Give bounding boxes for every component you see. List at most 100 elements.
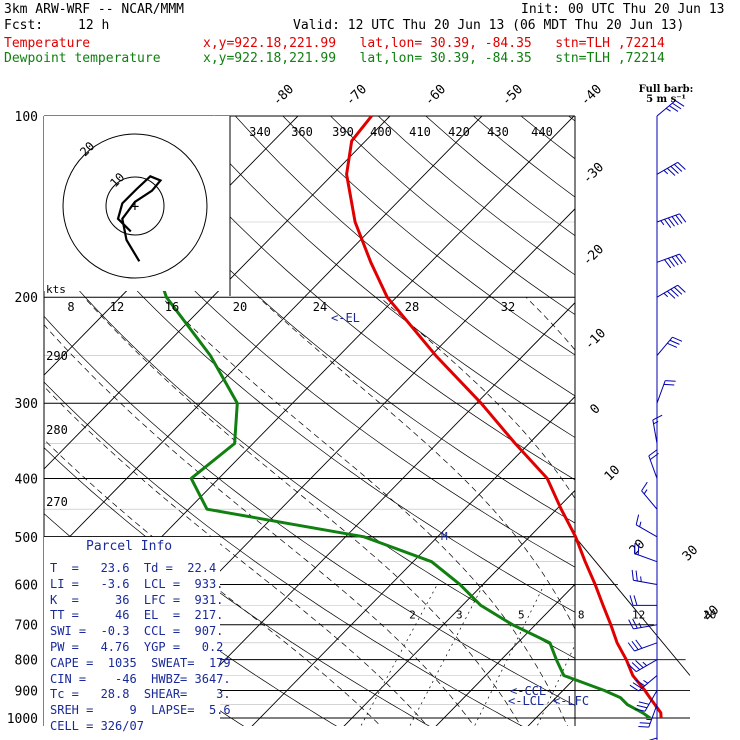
wind-barb-half — [640, 576, 642, 582]
wind-scale-label: 28 — [405, 300, 419, 314]
wind-barb-flag — [673, 163, 683, 172]
ccl-marker: <-CCL — [510, 684, 546, 698]
theta-side-label: 270 — [46, 495, 68, 509]
wind-barb-half — [665, 107, 671, 112]
wind-barb-flag — [635, 660, 644, 669]
temperature-location: x,y=922.18,221.99 lat,lon= 30.39, -84.35… — [203, 36, 665, 51]
wind-barb-flag — [634, 708, 646, 712]
wind-barb-flag — [649, 453, 659, 461]
parcel-info-row: CELL = 326/07 — [50, 718, 144, 733]
mixing-ratio-line — [536, 644, 575, 726]
wind-scale-label: 16 — [165, 300, 179, 314]
wind-barb — [634, 553, 658, 563]
hodograph-units-label: kts — [46, 283, 66, 296]
hodograph-trace — [116, 175, 163, 262]
wind-barb-half — [643, 679, 649, 684]
el-marker: <-EL — [331, 311, 360, 325]
valid-time: Valid: 12 UTC Thu 20 Jun 13 (06 MDT Thu … — [293, 18, 685, 33]
pressure-tick-label: 100 — [15, 110, 38, 125]
hodograph-background — [44, 116, 230, 291]
dry-adiabat — [44, 381, 523, 726]
dry-adiabat — [616, 116, 740, 731]
dry-adiabat — [44, 249, 575, 659]
theta-label: 340 — [249, 125, 271, 139]
wind-barb-half — [639, 521, 642, 527]
dry-adiabat — [139, 116, 575, 481]
wind-barb-flag — [671, 216, 679, 226]
wind-barb-flag — [667, 290, 676, 299]
wind-scale-label: 8 — [67, 300, 74, 314]
parcel-info-row: K = 36 LFC = 931. — [50, 592, 224, 607]
isotherm-line — [251, 395, 575, 726]
wind-barb-flag — [670, 288, 679, 297]
pressure-tick-label: 600 — [15, 578, 38, 593]
wind-scale-label: 20 — [233, 300, 247, 314]
theta-side-label: 280 — [46, 423, 68, 437]
parcel-info-row: T = 23.6 Td = 22.4 — [50, 561, 217, 575]
mixing-ratio-label: 5 — [518, 609, 525, 622]
parcel-info-row: CIN = -46 HWBZ= 3647. — [50, 671, 231, 686]
wind-barb-flag — [670, 165, 679, 174]
isotherm-line — [435, 583, 575, 726]
moist-adiabat — [44, 385, 428, 726]
isotherm-label: 10 — [602, 463, 624, 485]
wind-barb-flag — [667, 257, 675, 267]
dry-adiabat — [187, 116, 575, 438]
wind-barb-flag — [632, 618, 638, 629]
wind-barb-flag — [633, 595, 638, 606]
wind-barb — [652, 419, 658, 444]
theta-label: 400 — [370, 125, 392, 139]
pressure-tick-label: 200 — [15, 291, 38, 306]
wind-barb-legend: Full barb: 5 m s⁻¹ — [634, 85, 698, 105]
wind-barb-flag — [652, 414, 663, 421]
moist-adiabat — [258, 296, 575, 630]
wind-barb-flag — [677, 161, 686, 170]
wind-barb-half — [653, 421, 659, 425]
wind-barb-flag — [675, 214, 683, 224]
wind-barb-flag — [638, 726, 649, 728]
wind-barb-flag — [635, 514, 640, 525]
init-time: Init: 00 UTC Thu 20 Jun 13 — [521, 2, 725, 17]
isotherm-label: 30 — [680, 543, 702, 565]
theta-label: 440 — [531, 125, 553, 139]
wind-barb-flag — [628, 664, 637, 673]
pressure-tick-label: 300 — [15, 397, 38, 412]
mixing-ratio-line — [409, 584, 484, 726]
isotherm-line — [0, 116, 22, 731]
pressure-tick-label: 900 — [15, 684, 38, 699]
wind-barb-flag — [677, 284, 686, 293]
mixing-ratio-line — [360, 584, 438, 726]
model-title: 3km ARW-WRF -- NCAR/MMM — [4, 2, 185, 17]
moist-adiabat — [44, 439, 382, 726]
wind-barb-flag — [629, 595, 634, 606]
wind-barb-flag — [636, 704, 648, 709]
mixing-ratio-label: 8 — [578, 609, 585, 622]
frame-extension — [574, 536, 691, 676]
isotherm-label: -80 — [270, 82, 297, 109]
isotherm-label: 0 — [587, 401, 603, 417]
parcel-info-row: Tc = 28.8 SHEAR= 3. — [50, 687, 231, 702]
wind-barb-flag — [633, 543, 636, 554]
isotherm-label: -10 — [582, 326, 609, 353]
wind-barb-flag — [635, 639, 643, 649]
wind-barb-flag — [667, 342, 678, 348]
wind-barb-flag — [631, 662, 641, 671]
theta-side-label: 290 — [46, 349, 68, 363]
isotherm-label: -40 — [578, 82, 605, 109]
pressure-tick-label: 800 — [15, 654, 38, 669]
theta-label: 420 — [448, 125, 470, 139]
wind-barb-flag — [672, 102, 682, 110]
wind-barb-flag — [635, 679, 646, 687]
wind-scale-label: 12 — [110, 300, 124, 314]
isotherm-label: -70 — [343, 82, 370, 109]
wind-legend-line1: Full barb: — [638, 84, 694, 95]
wind-barb-flag — [637, 544, 640, 555]
wind-barb-flag — [667, 167, 676, 176]
isotherm-line — [707, 116, 740, 731]
dewpoint-location: x,y=922.18,221.99 lat,lon= 30.39, -84.35… — [203, 51, 665, 66]
wind-barb-flag — [679, 213, 687, 223]
dewpoint-legend: Dewpoint temperature — [4, 51, 161, 66]
parcel-info-row: SWI = -0.3 CCL = 907. — [50, 624, 224, 639]
